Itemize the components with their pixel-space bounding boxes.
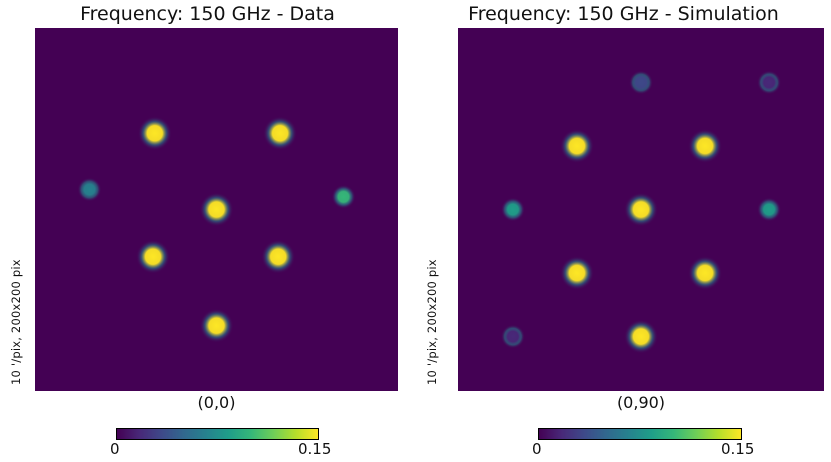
- heatmap-peak: [137, 116, 172, 151]
- simulation-colorbar-min-label: 0: [532, 440, 542, 458]
- data-panel: Frequency: 150 GHz - Data 10 '/pix, 200x…: [0, 0, 415, 462]
- simulation-colorbar: [538, 428, 742, 440]
- data-map-side-label: 10 '/pix, 200x200 pix: [9, 259, 23, 385]
- heatmap-peak: [629, 70, 653, 95]
- heatmap-peak: [559, 256, 594, 291]
- simulation-colorbar-max-label: 0.15: [721, 440, 755, 458]
- heatmap-peak: [757, 70, 782, 95]
- heatmap-peak: [500, 324, 525, 349]
- simulation-map-side-label: 10 '/pix, 200x200 pix: [425, 259, 439, 385]
- simulation-map-coord-label: (0,90): [616, 393, 666, 412]
- data-colorbar: [116, 428, 319, 440]
- heatmap-peak: [135, 239, 170, 274]
- heatmap-peak: [331, 184, 356, 209]
- simulation-heatmap-svg: [458, 28, 824, 391]
- data-heatmap-svg: [35, 28, 398, 391]
- heatmap-peak: [757, 197, 782, 222]
- heatmap-peak: [624, 319, 658, 354]
- heatmap-peak: [688, 128, 723, 163]
- data-map-title: Frequency: 150 GHz - Data: [80, 3, 335, 25]
- heatmap-peak: [263, 116, 298, 151]
- data-colorbar-max-label: 0.15: [298, 440, 332, 458]
- heatmap-peak: [261, 239, 296, 274]
- heatmap-peak: [624, 192, 658, 227]
- simulation-panel: Frequency: 150 GHz - Simulation 10 '/pix…: [416, 0, 831, 462]
- data-map-coord-label: (0,0): [197, 393, 236, 412]
- simulation-map-title: Frequency: 150 GHz - Simulation: [468, 3, 779, 25]
- heatmap-peak: [77, 177, 102, 202]
- heatmap-peak: [199, 192, 234, 227]
- heatmap-peak: [688, 256, 723, 291]
- heatmap-peak: [559, 128, 594, 163]
- simulation-heatmap: [458, 28, 824, 391]
- data-heatmap: [35, 28, 398, 391]
- heatmap-peak: [199, 308, 234, 343]
- heatmap-peak: [500, 197, 525, 222]
- data-colorbar-min-label: 0: [110, 440, 120, 458]
